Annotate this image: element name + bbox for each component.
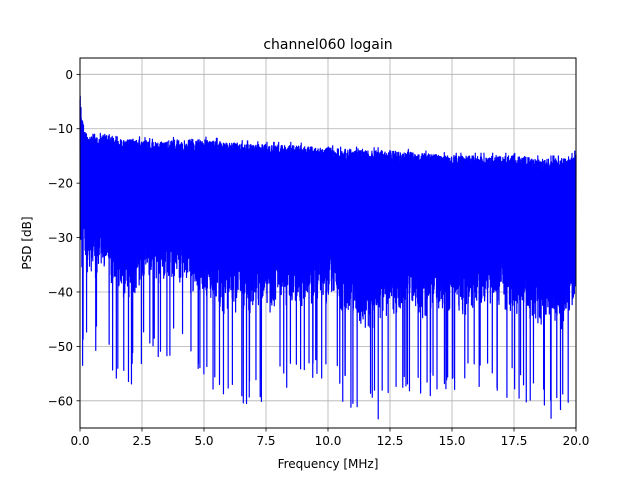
x-tick-label: 2.5 [132,434,151,448]
y-tick-label: −10 [48,122,73,136]
x-axis-ticks: 0.0 2.5 5.0 7.5 10.0 12.5 15.0 17.5 20.0 [70,428,589,448]
y-tick-label: −30 [48,231,73,245]
x-tick-label: 5.0 [194,434,213,448]
y-axis-label: PSD [dB] [20,216,34,269]
y-tick-label: −60 [48,394,73,408]
y-tick-label: −40 [48,285,73,299]
x-tick-label: 0.0 [70,434,89,448]
x-tick-label: 15.0 [439,434,466,448]
y-axis-ticks: 0 −10 −20 −30 −40 −50 −60 [48,68,80,408]
x-tick-label: 12.5 [377,434,404,448]
y-tick-label: −50 [48,340,73,354]
chart-title: channel060 logain [263,37,392,53]
y-tick-label: 0 [65,68,73,82]
psd-line [79,95,577,420]
x-tick-label: 10.0 [315,434,342,448]
x-tick-label: 20.0 [563,434,590,448]
y-tick-label: −20 [48,177,73,191]
psd-series [79,95,577,420]
x-tick-label: 7.5 [256,434,275,448]
x-axis-label: Frequency [MHz] [278,457,379,471]
x-tick-label: 17.5 [501,434,528,448]
